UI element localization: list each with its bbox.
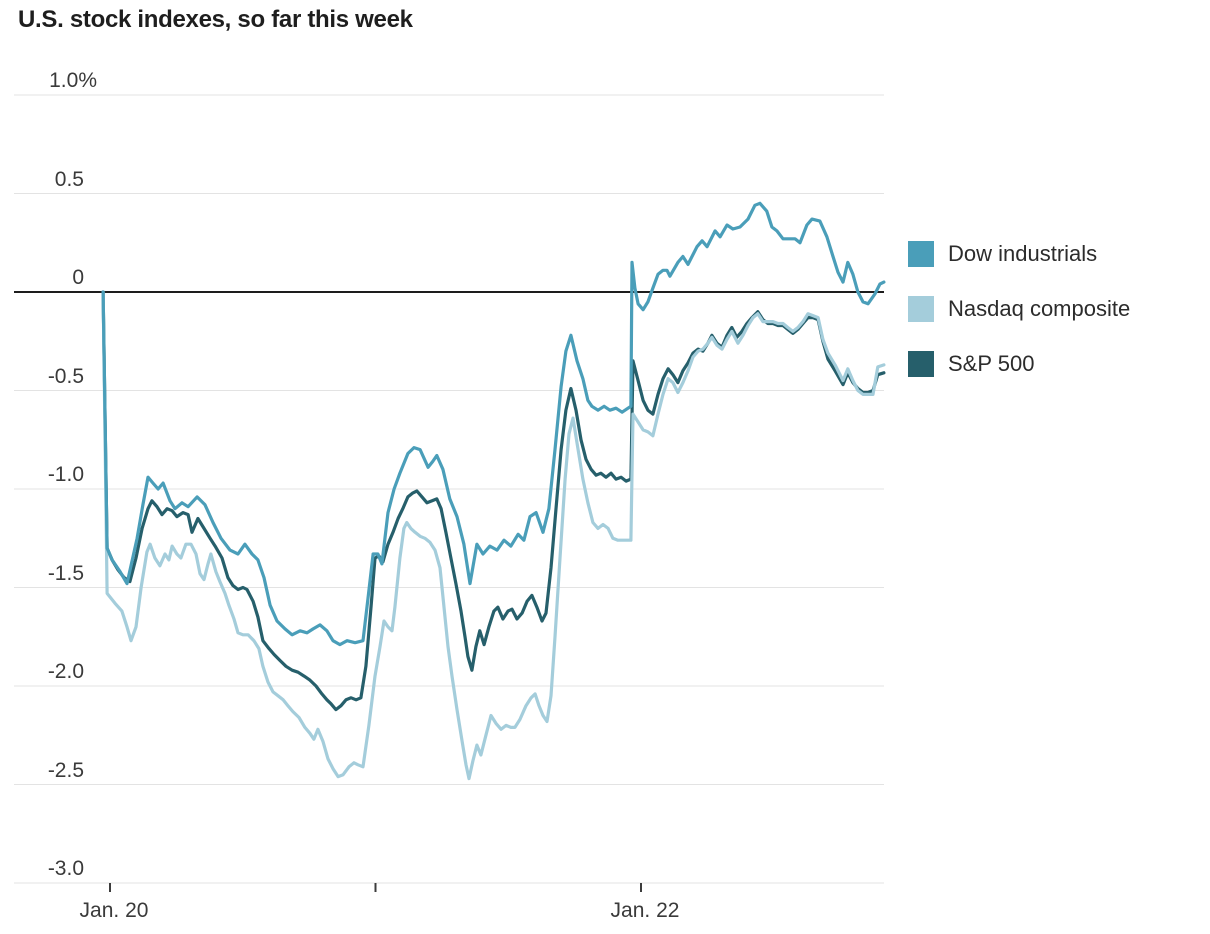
legend-swatch-icon bbox=[908, 296, 934, 322]
x-tick-label: Jan. 22 bbox=[610, 899, 680, 922]
y-tick-label: -1.5 bbox=[47, 561, 84, 585]
x-tick-label: Jan. 20 bbox=[79, 899, 149, 922]
y-tick-label: -2.5 bbox=[47, 758, 84, 782]
y-tick-label: 0.5 bbox=[54, 167, 84, 191]
y-tick-label: -1.0 bbox=[47, 463, 84, 486]
chart-title: U.S. stock indexes, so far this week bbox=[18, 6, 413, 33]
legend-label: Nasdaq composite bbox=[948, 296, 1131, 321]
legend-item: S&P 500 bbox=[908, 351, 1130, 377]
legend: Dow industrials Nasdaq composite S&P 500 bbox=[908, 241, 1130, 377]
legend-swatch-icon bbox=[908, 241, 934, 267]
legend-label: S&P 500 bbox=[948, 351, 1035, 376]
y-tick-label: -0.5 bbox=[47, 364, 84, 388]
legend-swatch-icon bbox=[908, 351, 934, 377]
y-tick-label: 1.0% bbox=[49, 69, 97, 92]
legend-label: Dow industrials bbox=[948, 241, 1098, 266]
legend-item: Dow industrials bbox=[908, 241, 1130, 267]
series-line-sp500 bbox=[101, 290, 886, 712]
series-line-dow bbox=[101, 201, 886, 647]
legend-item: Nasdaq composite bbox=[908, 296, 1130, 322]
y-tick-label: -2.0 bbox=[47, 660, 84, 683]
y-tick-label: -3.0 bbox=[47, 857, 84, 880]
series-line-nasdaq bbox=[101, 290, 886, 781]
y-tick-label: 0 bbox=[72, 266, 84, 289]
